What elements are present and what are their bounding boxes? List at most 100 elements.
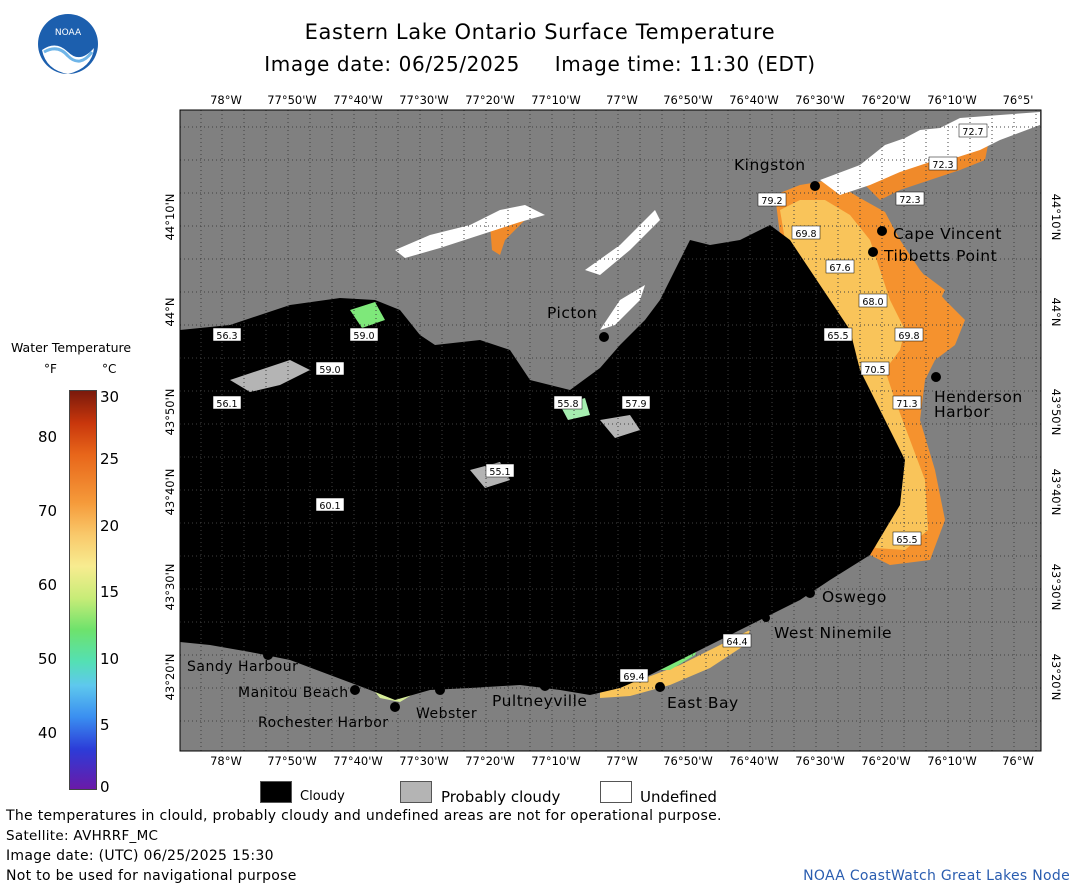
temp-tag-box [791, 225, 821, 240]
kingston-marker [810, 181, 820, 191]
colorbar-f-tick-2: 60 [38, 576, 58, 594]
temp-tag-t17: 59.0 [315, 361, 345, 376]
lon-top-label-4: 77°20'W [465, 93, 515, 107]
lon-bottom-label-8: 76°40'W [729, 754, 779, 768]
temp-value: 69.4 [623, 672, 644, 683]
lon-bottom-label-11: 76°10'W [927, 754, 977, 768]
colorbar-f-tick-1: 70 [38, 502, 58, 520]
lon-top-label-8: 76°40'W [729, 93, 779, 107]
temp-tag-t19: 55.8 [553, 395, 583, 410]
label-tibbetts-point: Tibbetts Point [883, 247, 997, 265]
temp-value: 59.0 [353, 331, 374, 342]
temp-value: 67.6 [829, 263, 850, 274]
temp-value: 55.1 [489, 467, 510, 478]
lon-top-label-2: 77°40'W [333, 93, 383, 107]
legend-undefined-swatch [600, 781, 632, 803]
legend-cloudy-label: Cloudy [300, 789, 345, 804]
temp-value: 72.3 [899, 195, 920, 206]
lon-bottom-label-9: 76°30'W [795, 754, 845, 768]
probably-cloudy-patch [230, 360, 310, 392]
label-sandy-harbour: Sandy Harbour [187, 659, 298, 675]
label-picton: Picton [547, 304, 597, 322]
place-labels: Kingston Cape Vincent Tibbetts Point Pic… [187, 156, 1022, 731]
colorbar-unit-f: °F [44, 362, 57, 376]
manitou-beach-marker [350, 685, 360, 695]
temp-tag-box [315, 497, 345, 512]
webster-marker [435, 685, 445, 695]
lon-bottom-label-6: 77°W [606, 754, 638, 768]
legend-probably-cloudy-swatch [400, 781, 432, 803]
label-manitou-beach: Manitou Beach [238, 685, 349, 701]
lat-right-label-5: 43°20'N [1049, 653, 1063, 701]
undefined-bay [600, 285, 645, 330]
lat-left-label-0: 44°10'N [163, 193, 177, 241]
footer-credit: NOAA CoastWatch Great Lakes Node [803, 868, 1070, 884]
temp-tag-t9: 69.8 [894, 327, 924, 342]
lat-left-label-5: 43°20'N [163, 653, 177, 701]
temp-tag-t3: 79.2 [757, 192, 787, 207]
lon-bottom-label-12: 76°W [1002, 754, 1034, 768]
lon-bottom-label-2: 77°40'W [333, 754, 383, 768]
temp-value: 69.8 [795, 229, 816, 240]
temp-tag-box [858, 293, 888, 308]
lat-left-label-4: 43°30'N [163, 563, 177, 611]
temp-tag-t6: 67.6 [825, 259, 855, 274]
colorbar-c-tick-2: 20 [100, 517, 120, 535]
temp-value: 70.5 [864, 365, 885, 376]
temp-value: 69.8 [898, 331, 919, 342]
lon-top-label-10: 76°20'W [861, 93, 911, 107]
temp-tag-t8: 65.5 [823, 327, 853, 342]
colorbar-c-tick-4: 10 [100, 650, 120, 668]
colorbar-f-tick-4: 40 [38, 724, 58, 742]
label-oswego: Oswego [822, 588, 887, 606]
colorbar-f-tick-0: 80 [38, 428, 58, 446]
lat-left-label-3: 43°40'N [163, 468, 177, 516]
temp-tag-t22: 60.1 [315, 497, 345, 512]
temp-tag-t11: 71.3 [892, 395, 922, 410]
colorbar-gradient [69, 390, 97, 790]
temp-tag-box [892, 395, 922, 410]
temp-value: 57.9 [625, 399, 646, 410]
label-kingston: Kingston [734, 156, 806, 174]
temp-tag-t20: 57.9 [621, 395, 651, 410]
temp-tag-box [895, 191, 925, 206]
temp-value: 72.3 [932, 160, 953, 171]
picton-marker [599, 332, 609, 342]
lon-bottom-label-7: 76°50'W [663, 754, 713, 768]
henderson-harbor-marker [931, 372, 941, 382]
temp-tag-box [958, 123, 988, 138]
lat-left-label-1: 44°N [163, 297, 177, 327]
temp-value: 68.0 [862, 297, 883, 308]
label-pultneyville: Pultneyville [492, 692, 587, 710]
temp-tag-box [315, 361, 345, 376]
temp-tag-box [894, 327, 924, 342]
lon-bottom-label-0: 78°W [210, 754, 242, 768]
legend-probably-cloudy-label: Probably cloudy [441, 788, 561, 806]
label-cape-vincent: Cape Vincent [893, 225, 1002, 243]
legend-undefined-label: Undefined [640, 788, 717, 806]
temp-value: 79.2 [761, 196, 782, 207]
temp-tag-box [349, 327, 379, 342]
lon-top-label-0: 78°W [210, 93, 242, 107]
temp-tag-t21: 55.1 [485, 463, 515, 478]
temp-tag-t13: 64.4 [722, 633, 752, 648]
image-date-line: Image date: 06/25/2025 Image time: 11:30… [264, 52, 816, 76]
temp-tag-t16: 59.0 [349, 327, 379, 342]
temp-tag-box [892, 531, 922, 546]
lon-top-label-3: 77°30'W [399, 93, 449, 107]
undefined-north-2 [585, 210, 660, 275]
cool-water-patch [350, 302, 385, 328]
temp-value: 64.4 [726, 637, 747, 648]
temp-tag-box [621, 395, 651, 410]
temp-tag-box [825, 259, 855, 274]
city-markers [263, 181, 941, 712]
lon-bottom-label-4: 77°20'W [465, 754, 515, 768]
lon-bottom-label-5: 77°10'W [531, 754, 581, 768]
temp-value: 60.1 [319, 501, 340, 512]
sandy-harbour-marker [263, 650, 273, 660]
rochester-harbor-marker [390, 702, 400, 712]
colorbar-c-tick-3: 15 [100, 583, 120, 601]
lon-top-label-9: 76°30'W [795, 93, 845, 107]
lon-top-label-1: 77°50'W [267, 93, 317, 107]
